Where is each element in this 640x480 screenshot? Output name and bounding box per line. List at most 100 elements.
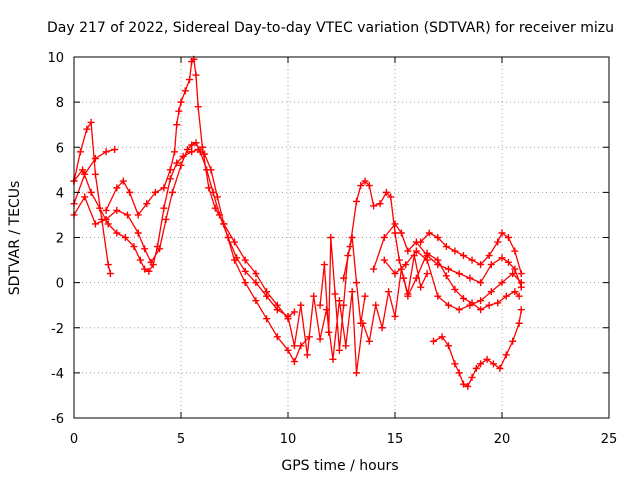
data-point-marker [380,234,388,241]
series-line [73,121,112,275]
data-point-marker [498,229,506,237]
data-point-marker [327,234,335,241]
data-point-marker [91,220,99,228]
series-trace-6 [284,252,431,377]
series-line [73,142,296,318]
data-point-marker [290,308,298,316]
data-point-marker [434,234,442,241]
data-point-marker [290,358,298,366]
data-point-marker [81,193,89,201]
data-point-marker [382,188,390,196]
data-point-marker [376,200,384,208]
data-point-marker [357,182,365,190]
series-trace-9 [370,220,525,291]
data-point-marker [464,382,472,390]
data-point-marker [147,258,155,266]
data-point-marker [79,166,87,174]
data-point-marker [102,206,110,214]
data-point-marker [417,238,425,246]
data-point-marker [451,285,459,293]
data-point-marker [517,270,525,278]
data-point-marker [502,351,510,359]
data-point-marker [290,342,298,350]
data-point-marker [404,292,412,300]
data-point-marker [335,297,343,305]
data-point-marker [194,103,202,111]
data-point-marker [331,290,339,298]
data-point-marker [340,301,348,309]
series-line [319,236,366,351]
series-line [73,148,311,363]
data-point-marker [477,279,485,287]
data-point-marker [515,292,523,300]
data-point-marker [370,265,378,273]
data-point-marker [466,274,474,282]
data-point-marker [183,146,191,154]
data-point-marker [106,270,114,278]
data-point-marker [342,342,350,350]
data-point-marker [284,346,292,354]
data-point-marker [502,292,510,300]
data-point-marker [511,288,519,296]
data-point-marker [442,272,450,280]
series-trace-1 [70,118,114,278]
data-point-marker [192,71,200,79]
data-point-marker [340,274,348,282]
data-point-marker [186,76,194,84]
data-point-marker [104,261,112,269]
data-point-marker [162,215,170,223]
data-point-marker [320,261,328,269]
data-point-marker [352,279,360,287]
data-point-marker [459,294,467,302]
data-point-marker [241,256,249,264]
data-point-marker [509,337,517,345]
data-point-marker [477,261,485,269]
data-point-marker [412,247,420,255]
series-line [105,58,289,320]
data-point-marker [466,301,474,309]
data-point-marker [387,193,395,201]
data-point-marker [489,360,497,368]
data-point-marker [198,143,206,151]
y-axis-label: SDTVAR / TECUs [7,181,23,296]
data-point-marker [252,279,260,287]
data-point-marker [316,335,324,343]
data-point-marker [459,380,467,388]
data-point-marker [201,150,209,158]
data-point-marker [124,211,131,219]
data-point-marker [404,247,412,255]
grid-lines [74,57,609,418]
x-axis-label: GPS time / hours [281,458,398,474]
series-trace-12 [430,306,525,390]
data-point-marker [91,170,99,178]
data-point-marker [233,254,241,262]
x-tick-label: 5 [177,432,185,447]
data-point-marker [468,373,476,381]
data-point-marker [231,238,238,246]
data-point-marker [325,328,333,336]
data-point-marker [173,159,181,167]
data-point-marker [303,351,311,359]
data-point-marker [224,234,232,241]
data-point-marker [442,243,450,251]
data-point-marker [188,141,196,149]
data-point-marker [166,166,174,174]
y-tick-label: 6 [56,141,64,156]
data-point-marker [423,256,431,264]
data-point-marker [241,279,249,287]
chart-title: Day 217 of 2022, Sidereal Day-to-day VTE… [47,20,614,36]
data-point-marker [483,355,491,363]
x-tick-label: 15 [387,432,404,447]
data-point-marker [445,265,452,273]
data-point-marker [141,245,149,253]
y-tick-label: 10 [47,51,64,66]
y-tick-label: 8 [56,96,64,111]
data-point-marker [357,319,365,327]
data-point-marker [87,118,95,126]
data-point-marker [241,267,249,275]
data-point-marker [485,252,493,260]
data-point-marker [134,229,142,237]
data-point-marker [130,243,138,251]
data-point-marker [175,107,183,115]
